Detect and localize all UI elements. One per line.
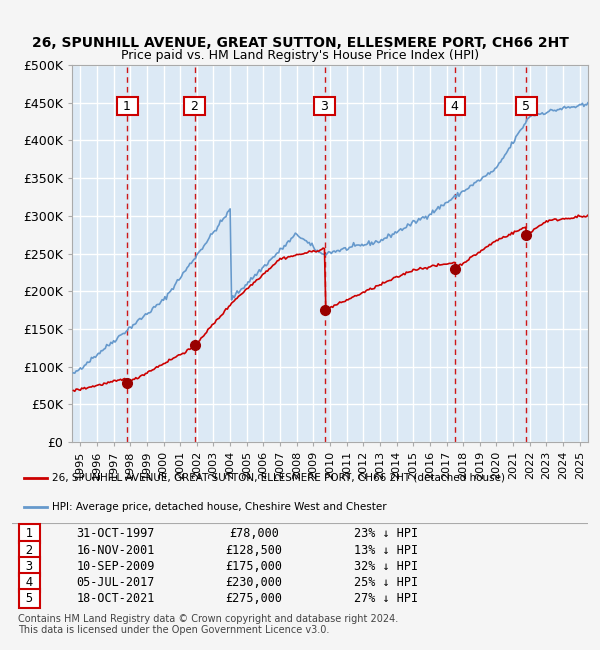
Text: 32% ↓ HPI: 32% ↓ HPI xyxy=(355,560,418,573)
Text: 4: 4 xyxy=(447,100,463,113)
Text: 3: 3 xyxy=(22,560,37,573)
Text: 16-NOV-2001: 16-NOV-2001 xyxy=(76,543,155,556)
Text: This data is licensed under the Open Government Licence v3.0.: This data is licensed under the Open Gov… xyxy=(18,625,329,635)
Text: £78,000: £78,000 xyxy=(229,527,279,540)
Text: £230,000: £230,000 xyxy=(226,576,283,589)
Text: 5: 5 xyxy=(518,100,535,113)
Text: 05-JUL-2017: 05-JUL-2017 xyxy=(76,576,155,589)
Text: 13% ↓ HPI: 13% ↓ HPI xyxy=(355,543,418,556)
Text: 25% ↓ HPI: 25% ↓ HPI xyxy=(355,576,418,589)
Text: 26, SPUNHILL AVENUE, GREAT SUTTON, ELLESMERE PORT, CH66 2HT: 26, SPUNHILL AVENUE, GREAT SUTTON, ELLES… xyxy=(32,36,568,50)
Text: 2: 2 xyxy=(22,543,37,556)
Text: 1: 1 xyxy=(119,100,136,113)
Text: Contains HM Land Registry data © Crown copyright and database right 2024.: Contains HM Land Registry data © Crown c… xyxy=(18,614,398,624)
Text: Price paid vs. HM Land Registry's House Price Index (HPI): Price paid vs. HM Land Registry's House … xyxy=(121,49,479,62)
Text: £275,000: £275,000 xyxy=(226,592,283,605)
Text: 3: 3 xyxy=(317,100,333,113)
Text: £128,500: £128,500 xyxy=(226,543,283,556)
Text: 2: 2 xyxy=(187,100,203,113)
Text: 18-OCT-2021: 18-OCT-2021 xyxy=(76,592,155,605)
Text: 23% ↓ HPI: 23% ↓ HPI xyxy=(355,527,418,540)
Text: 4: 4 xyxy=(22,576,37,589)
Text: 5: 5 xyxy=(22,592,37,605)
Text: 1: 1 xyxy=(22,527,37,540)
Text: £175,000: £175,000 xyxy=(226,560,283,573)
Text: HPI: Average price, detached house, Cheshire West and Chester: HPI: Average price, detached house, Ches… xyxy=(52,502,387,512)
Text: 26, SPUNHILL AVENUE, GREAT SUTTON, ELLESMERE PORT, CH66 2HT (detached house): 26, SPUNHILL AVENUE, GREAT SUTTON, ELLES… xyxy=(52,473,505,483)
Text: 31-OCT-1997: 31-OCT-1997 xyxy=(76,527,155,540)
Text: 27% ↓ HPI: 27% ↓ HPI xyxy=(355,592,418,605)
Text: 10-SEP-2009: 10-SEP-2009 xyxy=(76,560,155,573)
